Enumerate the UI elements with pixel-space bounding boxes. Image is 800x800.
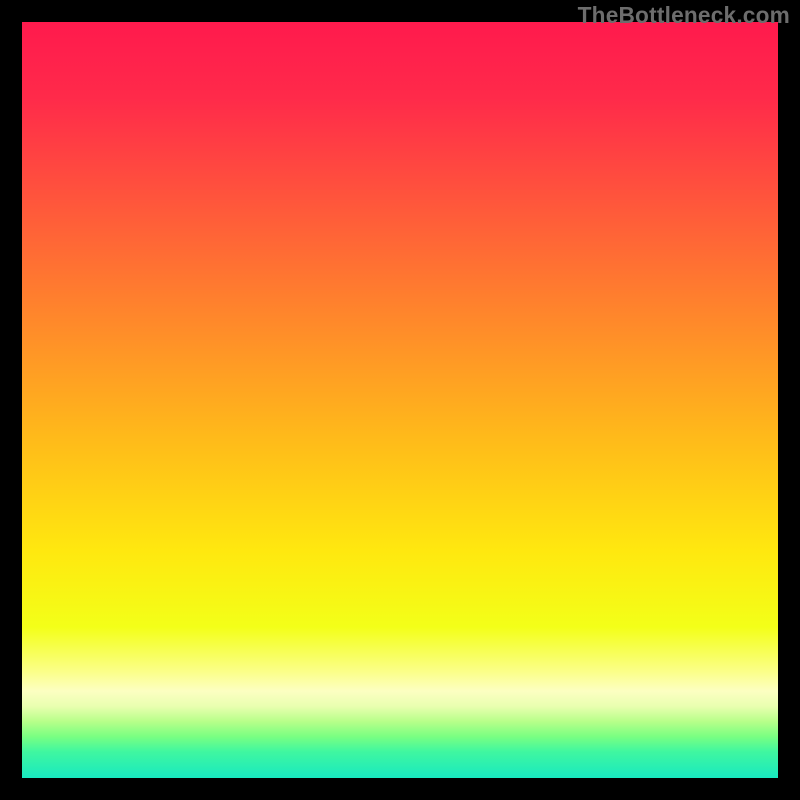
chart-gradient-background — [22, 22, 778, 778]
watermark-text: TheBottleneck.com — [578, 2, 790, 29]
chart-stage: TheBottleneck.com — [0, 0, 800, 800]
chart-frame — [22, 22, 778, 778]
